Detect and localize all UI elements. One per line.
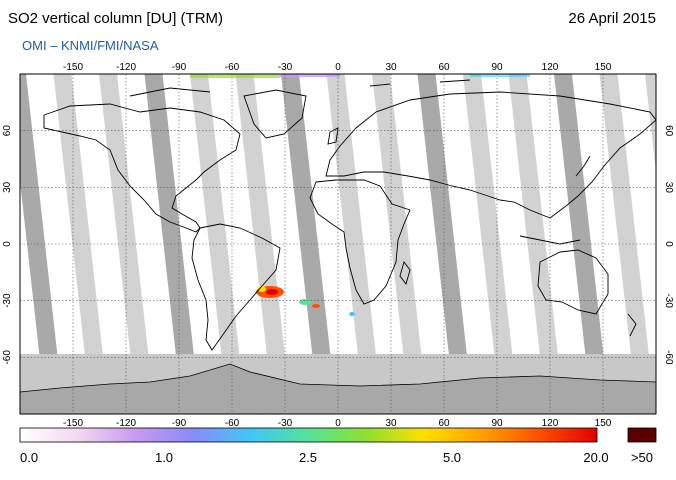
- coast-north-america: [43, 103, 241, 233]
- orbit-swath: [281, 74, 337, 414]
- colorbar-gradient: [19, 427, 598, 443]
- plume-hot: [266, 289, 278, 295]
- orbit-swath: [190, 74, 246, 414]
- lat-tick-left: -30: [2, 293, 13, 308]
- orbit-swath: [599, 74, 656, 414]
- map-subtitle: OMI – KNMI/FMI/NASA: [22, 38, 159, 53]
- coast-japan: [575, 155, 591, 177]
- lon-tick-top: -120: [116, 62, 136, 73]
- orbit-swath: [463, 74, 519, 414]
- arctic-noise: [190, 74, 280, 78]
- lon-tick-top: -30: [278, 62, 293, 73]
- map-frame: [19, 73, 657, 415]
- lon-tick-top: 120: [542, 62, 559, 73]
- lon-tick-bottom: -120: [116, 418, 136, 429]
- lon-tick-top: -60: [225, 62, 240, 73]
- lon-tick-bottom: 120: [542, 418, 559, 429]
- lat-tick-right: 30: [663, 182, 674, 194]
- coast-australia: [537, 249, 609, 315]
- colorbar-label-5: 5.0: [442, 450, 462, 465]
- lon-tick-bottom: -90: [172, 418, 187, 429]
- lon-tick-bottom: 30: [385, 418, 397, 429]
- lon-tick-top: 0: [335, 62, 341, 73]
- orbit-swath: [235, 74, 292, 414]
- arctic-noise-3: [470, 74, 530, 77]
- so2-plume: [190, 74, 530, 316]
- lon-tick-top: 90: [491, 62, 503, 73]
- lon-tick-top: -90: [172, 62, 187, 73]
- lon-tick-bottom: 60: [438, 418, 450, 429]
- lat-tick-left: -60: [2, 350, 13, 365]
- coast-south-america: [191, 223, 281, 351]
- orbit-swath: [554, 74, 610, 414]
- lon-tick-top: 150: [595, 62, 612, 73]
- plume-tail: [299, 299, 311, 305]
- plume-tail-2: [312, 304, 320, 308]
- coast-uk: [327, 127, 339, 145]
- coast-greenland: [243, 89, 307, 139]
- antarctica: [20, 354, 656, 414]
- lat-tick-left: 0: [2, 241, 13, 247]
- plume-speck: [349, 312, 355, 316]
- lon-tick-bottom: 150: [595, 418, 612, 429]
- gridlines: [20, 74, 656, 414]
- lon-tick-top: 30: [385, 62, 397, 73]
- orbit-swath: [99, 74, 155, 414]
- coast-europe-asia: [325, 91, 656, 219]
- map-date: 26 April 2015: [568, 10, 656, 27]
- lat-tick-right: 60: [663, 125, 674, 137]
- coast-madagascar: [399, 261, 411, 285]
- colorbar-label-0: 0.0: [20, 450, 39, 465]
- lon-tick-bottom: 90: [491, 418, 503, 429]
- colorbar-label-over: >50: [630, 450, 654, 465]
- coast-nz: [627, 313, 637, 337]
- orbit-swath: [645, 74, 656, 173]
- lat-tick-right: 0: [663, 241, 674, 247]
- colorbar: [19, 427, 657, 443]
- lon-tick-bottom: -60: [225, 418, 240, 429]
- arctic-noise-2: [280, 74, 340, 77]
- coast-africa: [309, 179, 411, 305]
- orbit-swath: [53, 74, 110, 414]
- coastlines: [43, 79, 656, 351]
- orbit-swath: [508, 74, 565, 414]
- plume-edge: [258, 286, 266, 292]
- orbit-swath: [144, 74, 201, 414]
- orbit-swath: [372, 74, 428, 414]
- orbit-swath: [417, 74, 474, 414]
- lon-tick-bottom: -150: [63, 418, 83, 429]
- lat-tick-right: -60: [663, 350, 674, 365]
- colorbar-over: [627, 427, 657, 443]
- lon-tick-bottom: -30: [278, 418, 293, 429]
- colorbar-label-2-5: 2.5: [298, 450, 318, 465]
- lon-tick-top: 60: [438, 62, 450, 73]
- map-title: SO2 vertical column [DU] (TRM): [8, 10, 224, 27]
- lat-tick-left: 60: [2, 125, 13, 137]
- coast-arctic-islands: [129, 79, 471, 97]
- orbit-swath: [326, 74, 383, 414]
- lon-tick-top: -150: [63, 62, 83, 73]
- colorbar-label-20: 20.0: [583, 450, 609, 465]
- lat-tick-right: -30: [663, 293, 674, 308]
- colorbar-label-1: 1.0: [154, 450, 174, 465]
- lat-tick-left: 30: [2, 181, 13, 193]
- lon-tick-bottom: 0: [335, 418, 341, 429]
